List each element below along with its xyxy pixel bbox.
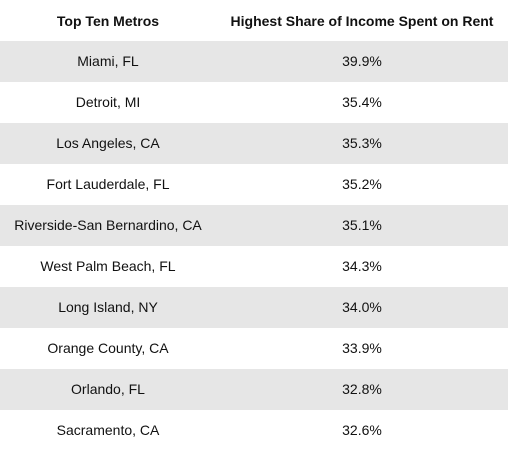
metro-cell: Riverside-San Bernardino, CA [14,217,202,233]
table-row: Riverside-San Bernardino, CA 35.1% [0,205,508,246]
share-cell: 35.4% [342,94,382,110]
share-cell: 34.3% [342,258,382,274]
share-cell: 32.8% [342,381,382,397]
table-row: Long Island, NY 34.0% [0,287,508,328]
metro-cell: Los Angeles, CA [56,135,160,151]
table-row: Sacramento, CA 32.6% [0,410,508,451]
share-cell: 34.0% [342,299,382,315]
metro-cell: Long Island, NY [58,299,158,315]
metro-cell: Miami, FL [77,53,139,69]
share-cell: 35.2% [342,176,382,192]
metro-cell: Orange County, CA [47,340,169,356]
share-cell: 39.9% [342,53,382,69]
table-row: Los Angeles, CA 35.3% [0,123,508,164]
column-header-metros: Top Ten Metros [56,12,160,29]
metro-cell: Detroit, MI [75,94,141,110]
column-header-share: Highest Share of Income Spent on Rent [230,12,494,29]
metro-cell: West Palm Beach, FL [40,258,176,274]
share-cell: 33.9% [342,340,382,356]
share-cell: 35.1% [342,217,382,233]
table-row: Detroit, MI 35.4% [0,82,508,123]
metro-cell: Sacramento, CA [56,422,160,438]
table-header-row: Top Ten Metros Highest Share of Income S… [0,0,508,41]
table-row: Miami, FL 39.9% [0,41,508,82]
share-cell: 32.6% [342,422,382,438]
share-cell: 35.3% [342,135,382,151]
table-body: Miami, FL 39.9% Detroit, MI 35.4% Los Angele… [0,41,508,451]
metro-cell: Orlando, FL [71,381,145,397]
table-row: Fort Lauderdale, FL 35.2% [0,164,508,205]
metro-cell: Fort Lauderdale, FL [46,176,170,192]
table-row: Orlando, FL 32.8% [0,369,508,410]
table-row: Orange County, CA 33.9% [0,328,508,369]
table-row: West Palm Beach, FL 34.3% [0,246,508,287]
